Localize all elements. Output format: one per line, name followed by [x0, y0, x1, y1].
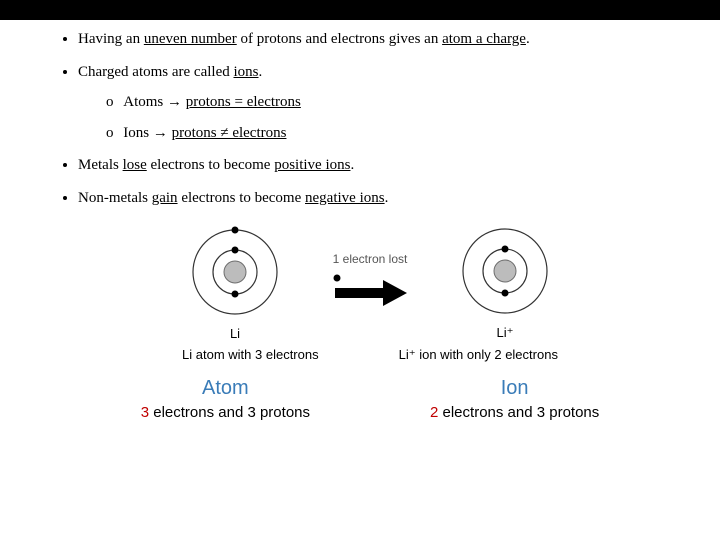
- text: of protons and electrons gives an: [237, 31, 442, 47]
- summary-ion-rest: electrons and 3 protons: [438, 404, 599, 421]
- bullet-3: Metals lose electrons to become positive…: [78, 154, 680, 177]
- bullet-1: Having an uneven number of protons and e…: [78, 28, 680, 51]
- sub-bullet-1: Atoms → protons = electrons: [106, 91, 680, 114]
- underline-text: ions: [234, 64, 259, 80]
- underline-text: negative ions: [305, 190, 385, 206]
- text: .: [259, 64, 263, 80]
- summary-atom-rest: electrons and 3 protons: [149, 404, 310, 421]
- text: Having an: [78, 31, 144, 47]
- text: electrons to become: [178, 190, 305, 206]
- summary-ion: Ion 2 electrons and 3 protons: [430, 377, 599, 421]
- text: Atoms →: [123, 94, 186, 110]
- underline-text: positive ions: [274, 157, 350, 173]
- summary-atom: Atom 3 electrons and 3 protons: [141, 377, 310, 421]
- sub-bullet-2: Ions → protons ≠ electrons: [106, 122, 680, 145]
- atom-left-svg: [185, 222, 285, 322]
- atom-right-svg: [455, 221, 555, 321]
- sub-bullet-list: Atoms → protons = electrons Ions → proto…: [78, 91, 680, 144]
- text: Metals: [78, 157, 123, 173]
- summary-ion-text: 2 electrons and 3 protons: [430, 404, 599, 421]
- summary-ion-title: Ion: [430, 377, 599, 400]
- summary-atom-title: Atom: [141, 377, 310, 400]
- bullet-2: Charged atoms are called ions. Atoms → p…: [78, 61, 680, 145]
- underline-text: protons ≠ electrons: [172, 125, 287, 141]
- underline-text: atom a charge: [442, 31, 526, 47]
- atom-right: Li⁺: [455, 221, 555, 341]
- text: Ions →: [123, 125, 171, 141]
- underline-text: lose: [123, 157, 147, 173]
- text: .: [350, 157, 354, 173]
- summary-atom-text: 3 electrons and 3 protons: [141, 404, 310, 421]
- text: Charged atoms are called: [78, 64, 234, 80]
- underline-text: protons = electrons: [186, 94, 301, 110]
- underline-text: uneven number: [144, 31, 237, 47]
- bullet-4: Non-metals gain electrons to become nega…: [78, 187, 680, 210]
- text: .: [526, 31, 530, 47]
- atom-left-label: Li: [230, 326, 240, 341]
- caption-right: Li⁺ ion with only 2 electrons: [399, 347, 558, 363]
- underline-text: gain: [152, 190, 178, 206]
- atom-right-label: Li⁺: [497, 325, 514, 341]
- ion-diagram: Li 1 electron lost Li⁺: [60, 221, 680, 341]
- summary-atom-num: 3: [141, 404, 149, 421]
- text: Non-metals: [78, 190, 152, 206]
- arrow-svg: [325, 270, 415, 310]
- caption-left: Li atom with 3 electrons: [182, 347, 319, 363]
- text: electrons to become: [147, 157, 274, 173]
- lost-electron-label: 1 electron lost: [333, 252, 408, 266]
- diagram-captions: Li atom with 3 electrons Li⁺ ion with on…: [60, 347, 680, 363]
- atom-left: Li: [185, 222, 285, 341]
- main-bullet-list: Having an uneven number of protons and e…: [60, 28, 680, 209]
- arrow-center: 1 electron lost: [325, 252, 415, 310]
- text: .: [385, 190, 389, 206]
- summary-row: Atom 3 electrons and 3 protons Ion 2 ele…: [60, 377, 680, 421]
